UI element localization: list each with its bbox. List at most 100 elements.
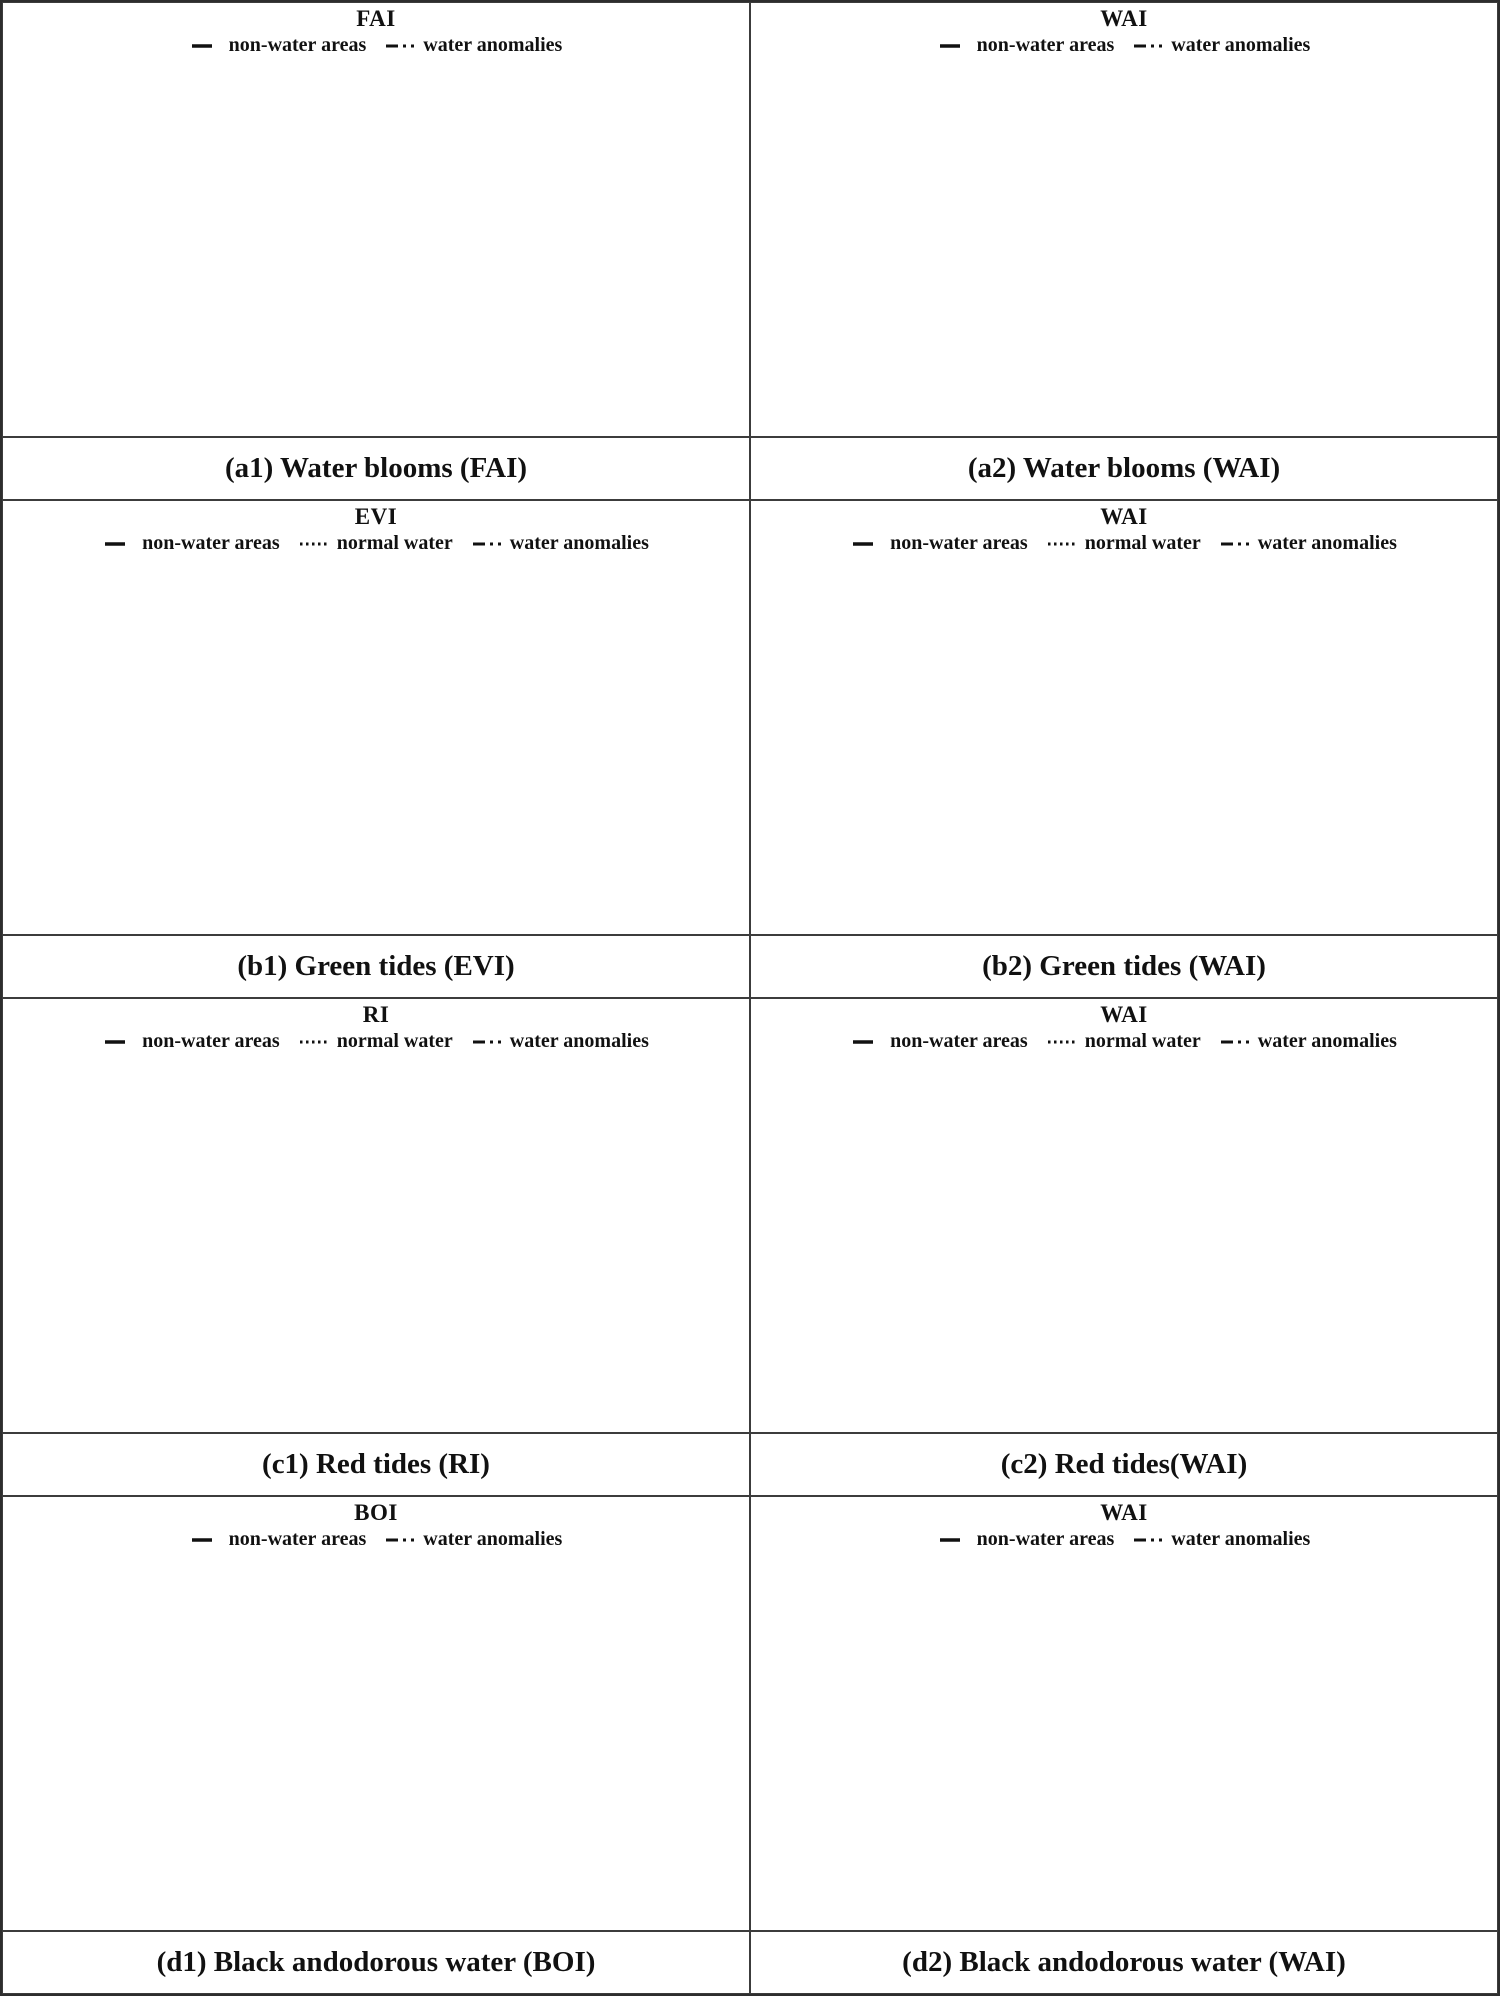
panel-title: BOI [354,1500,398,1525]
legend-label: water anomalies [509,1030,649,1052]
legend-item-non-water-areas: -0.200.20.40.60.8Values0306090120150180F… [103,532,280,555]
dash-dot-line-icon [472,1040,501,1043]
legend-label: normal water [336,532,453,554]
legend-label: normal water [336,1030,453,1052]
legend-item-non-water-areas: -0.7-0.5-0.3-0.10.10.30.50.7Values020406… [103,1030,280,1053]
legend: -1.4-1-0.6-0.20.20.61Values020406080Freq… [753,32,1495,59]
dotted-line-icon [1047,542,1076,545]
panel-d1: BOI -0.15-0.1-0.0500.050.10.150.20.250.3… [2,1496,750,1931]
panel-title: EVI [354,504,398,529]
panel-title: FAI [356,6,396,31]
legend-label: water anomalies [1171,34,1311,56]
legend-item-water-anomalies: water anomalies [471,1030,649,1053]
solid-line-icon: -1.4-1-0.6-0.20.20.611.4Values0204060Fre… [853,1039,874,1044]
panel-b1: EVI -0.200.20.40.60.8Values0306090120150… [2,500,750,935]
plot-svg-c2 [753,1055,1495,1427]
plot-svg-b2 [753,557,1495,929]
dash-dot-line-icon [386,1538,415,1541]
legend-item-water-anomalies: water anomalies [1132,34,1310,57]
dotted-line-icon [299,1040,328,1043]
legend: -0.05-0.04-0.03-0.02-0.0100.010.02Values… [5,32,747,59]
legend-item-non-water-areas: -0.05-0.04-0.03-0.02-0.0100.010.02Values… [190,34,367,57]
legend-label: water anomalies [1171,1528,1311,1550]
plot-svg-c1 [5,1055,747,1427]
legend-item-water-anomalies: water anomalies [471,532,649,555]
caption-b2: (b2) Green tides (WAI) [750,935,1498,998]
legend-item-non-water-areas: -1.4-1-0.6-0.20.20.611.4Values0204060Fre… [851,1030,1028,1053]
legend-item-water-anomalies: water anomalies [384,34,562,57]
panel-c2: WAI -1.4-1-0.6-0.20.20.611.4Values020406… [750,998,1498,1433]
plot-svg-d2 [753,1553,1495,1925]
legend-label: non-water areas [976,34,1115,56]
legend-label: normal water [1084,532,1201,554]
dash-dot-line-icon [1220,542,1249,545]
legend-item-water-anomalies: water anomalies [384,1528,562,1551]
legend-label: non-water areas [890,1030,1028,1052]
legend: -0.200.20.40.60.8Values0306090120150180F… [5,530,747,557]
solid-line-icon: -0.05-0.04-0.03-0.02-0.0100.010.02Values… [191,43,212,48]
legend: -1.4-1-0.6-0.20.20.6Values020406080Frequ… [753,1526,1495,1553]
legend: -0.15-0.1-0.0500.050.10.150.20.250.3Valu… [5,1526,747,1553]
solid-line-icon: -0.7-0.5-0.3-0.10.10.30.50.7Values020406… [105,1039,126,1044]
plot-svg-d1 [5,1553,747,1925]
dotted-line-icon [1047,1040,1076,1043]
plot-svg-b1 [5,557,747,929]
solid-line-icon: -0.200.20.40.60.8Values0306090120150180F… [105,541,126,546]
panel-title: WAI [1100,1002,1148,1027]
plot-svg-a2 [753,59,1495,431]
dash-dot-line-icon [472,542,501,545]
caption-b1: (b1) Green tides (EVI) [2,935,750,998]
legend-item-normal-water: normal water [1046,1030,1201,1053]
panel-title: RI [362,1002,390,1027]
legend-label: non-water areas [890,532,1028,554]
panel-title: WAI [1100,504,1148,529]
dash-dot-line-icon [1134,44,1163,47]
caption-d2: (d2) Black andodorous water (WAI) [750,1931,1498,1994]
legend-label: non-water areas [142,532,280,554]
panel-title: WAI [1100,1500,1148,1525]
legend-item-water-anomalies: water anomalies [1219,1030,1397,1053]
dash-dot-line-icon [386,44,415,47]
legend: -1.4-1-0.6-0.20.20.611.4Values0204060Fre… [753,1028,1495,1055]
legend-item-normal-water: normal water [298,532,453,555]
caption-a1: (a1) Water blooms (FAI) [2,437,750,500]
legend-label: non-water areas [228,34,367,56]
legend-label: non-water areas [228,1528,367,1550]
legend-label: water anomalies [509,532,649,554]
dotted-line-icon [299,542,328,545]
dash-dot-line-icon [1134,1538,1163,1541]
caption-c2: (c2) Red tides(WAI) [750,1433,1498,1496]
dash-dot-line-icon [1220,1040,1249,1043]
legend-label: water anomalies [1257,532,1397,554]
solid-line-icon: -1.4-1-0.6-0.20.20.61Values020406080Freq… [939,43,960,48]
caption-c1: (c1) Red tides (RI) [2,1433,750,1496]
plot-svg-a1 [5,59,747,431]
legend-item-water-anomalies: water anomalies [1219,532,1397,555]
legend-item-non-water-areas: -1.4-1-0.6-0.20.20.6Values020406080Frequ… [938,1528,1115,1551]
panel-title: WAI [1100,6,1148,31]
caption-a2: (a2) Water blooms (WAI) [750,437,1498,500]
legend-label: normal water [1084,1030,1201,1052]
legend-label: water anomalies [1257,1030,1397,1052]
legend-item-normal-water: normal water [1046,532,1201,555]
legend: -0.7-0.5-0.3-0.10.10.30.50.7Values020406… [5,1028,747,1055]
panel-a1: FAI -0.05-0.04-0.03-0.02-0.0100.010.02Va… [2,2,750,437]
legend-item-normal-water: normal water [298,1030,453,1053]
legend-label: water anomalies [423,1528,563,1550]
legend-label: non-water areas [976,1528,1115,1550]
legend-label: water anomalies [423,34,563,56]
panel-d2: WAI -1.4-1-0.6-0.20.20.6Values020406080F… [750,1496,1498,1931]
legend-item-non-water-areas: -1.4-1-0.6-0.20.20.61Values020406080Freq… [938,34,1115,57]
caption-d1: (d1) Black andodorous water (BOI) [2,1931,750,1994]
legend-label: non-water areas [142,1030,280,1052]
solid-line-icon: -1.4-1-0.6-0.20.20.6Values020406080Frequ… [939,1537,960,1542]
legend-item-non-water-areas: -0.8-0.6-0.4-0.200.20.40.60.811.2Values0… [851,532,1028,555]
legend-item-non-water-areas: -0.15-0.1-0.0500.050.10.150.20.250.3Valu… [190,1528,367,1551]
solid-line-icon: -0.8-0.6-0.4-0.200.20.40.60.811.2Values0… [853,541,874,546]
legend-item-water-anomalies: water anomalies [1132,1528,1310,1551]
panel-b2: WAI -0.8-0.6-0.4-0.200.20.40.60.811.2Val… [750,500,1498,935]
panel-a2: WAI -1.4-1-0.6-0.20.20.61Values020406080… [750,2,1498,437]
panel-c1: RI -0.7-0.5-0.3-0.10.10.30.50.7Values020… [2,998,750,1433]
solid-line-icon: -0.15-0.1-0.0500.050.10.150.20.250.3Valu… [191,1537,212,1542]
